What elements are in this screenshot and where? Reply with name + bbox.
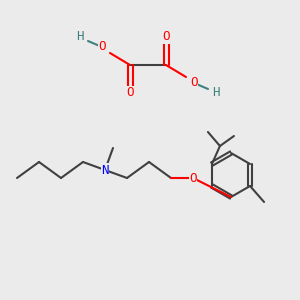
Text: O: O xyxy=(162,31,170,44)
Text: H: H xyxy=(212,86,220,100)
Text: O: O xyxy=(189,172,197,184)
Text: N: N xyxy=(101,164,109,176)
Text: O: O xyxy=(98,40,106,53)
Text: H: H xyxy=(76,31,84,44)
Text: O: O xyxy=(126,86,134,100)
Text: O: O xyxy=(190,76,198,89)
